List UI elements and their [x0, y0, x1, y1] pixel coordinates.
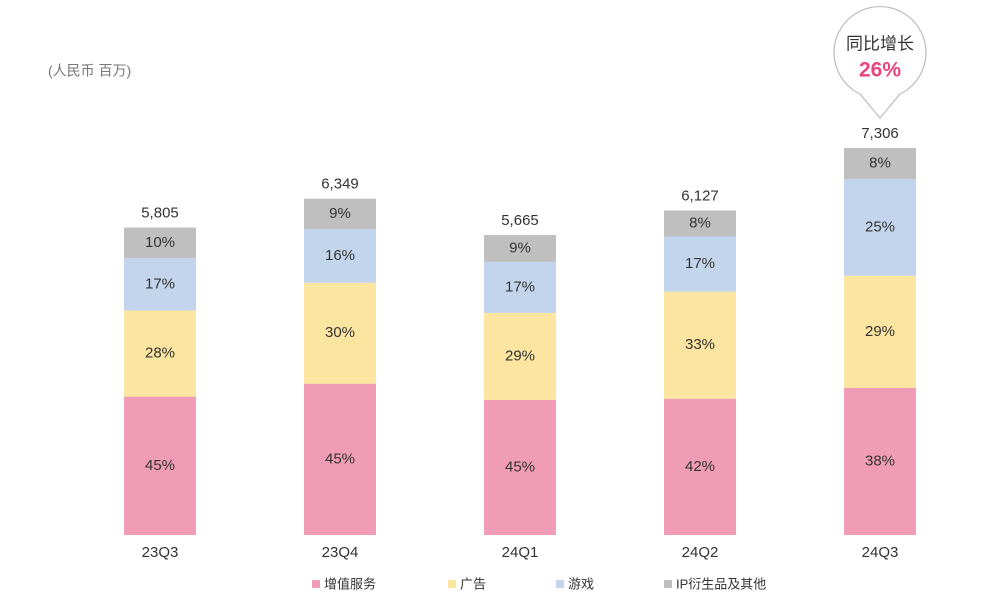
bar-segment: [664, 236, 736, 292]
bar-segment: [484, 261, 556, 313]
x-tick-label: 24Q2: [682, 544, 719, 561]
segment-label: 29%: [505, 347, 535, 364]
segment-label: 29%: [865, 323, 895, 340]
legend-label: 广告: [460, 576, 486, 591]
legend-swatch: [448, 580, 456, 588]
bar-segment: [844, 148, 916, 179]
bar-segment: [124, 396, 196, 535]
bar-segment: [304, 383, 376, 535]
x-tick-label: 24Q1: [502, 544, 539, 561]
legend-label: 增值服务: [324, 576, 376, 591]
total-label: 5,805: [141, 204, 179, 221]
bar-segment: [664, 291, 736, 399]
callout-text: 同比增长: [846, 34, 914, 53]
bar-segment: [124, 310, 196, 397]
bar-segment: [664, 398, 736, 535]
segment-label: 17%: [505, 278, 535, 295]
legend-swatch: [556, 580, 564, 588]
bar-segment: [484, 399, 556, 535]
segment-label: 10%: [145, 234, 175, 251]
total-label: 7,306: [861, 125, 899, 142]
x-tick-label: 23Q3: [142, 544, 179, 561]
segment-label: 33%: [685, 336, 715, 353]
segment-label: 28%: [145, 345, 175, 362]
bar-segment: [844, 275, 916, 388]
x-tick-label: 24Q3: [862, 544, 899, 561]
legend-swatch: [312, 580, 320, 588]
callout-bubble: [833, 5, 927, 119]
callout-value: 26%: [859, 59, 901, 82]
bar-segment: [664, 210, 736, 237]
bar-segment: [484, 234, 556, 262]
legend-label: IP衍生品及其他: [676, 576, 766, 591]
segment-label: 30%: [325, 324, 355, 341]
segment-label: 45%: [325, 450, 355, 467]
segment-label: 38%: [865, 452, 895, 469]
bar-segment: [124, 227, 196, 259]
unit-label: (人民币 百万): [48, 63, 131, 79]
bar-segment: [844, 178, 916, 276]
total-label: 6,349: [321, 176, 359, 193]
segment-label: 9%: [329, 205, 351, 222]
segment-label: 9%: [509, 239, 531, 256]
bar-segment: [844, 387, 916, 535]
bar-segment: [304, 198, 376, 229]
total-label: 5,665: [501, 212, 539, 229]
segment-label: 17%: [145, 275, 175, 292]
segment-label: 45%: [145, 457, 175, 474]
bar-segment: [484, 312, 556, 400]
segment-label: 17%: [685, 255, 715, 272]
x-tick-label: 23Q4: [322, 544, 359, 561]
total-label: 6,127: [681, 187, 719, 204]
legend-swatch: [664, 580, 672, 588]
bar-segment: [304, 228, 376, 283]
bar-segment: [124, 258, 196, 311]
segment-label: 8%: [689, 214, 711, 231]
segment-label: 16%: [325, 247, 355, 264]
segment-label: 8%: [869, 154, 891, 171]
bar-segment: [304, 282, 376, 384]
segment-label: 45%: [505, 458, 535, 475]
segment-label: 42%: [685, 458, 715, 475]
legend-label: 游戏: [568, 576, 594, 591]
segment-label: 25%: [865, 218, 895, 235]
